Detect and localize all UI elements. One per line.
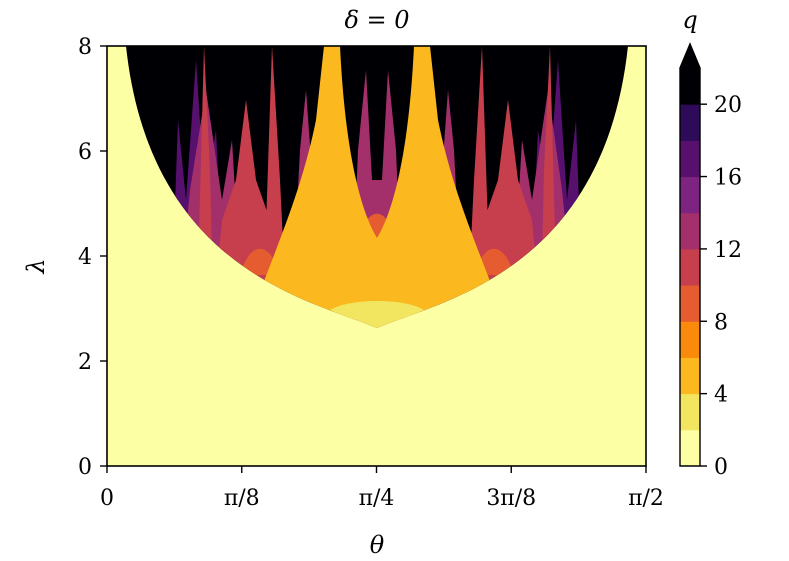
colorbar-tick-label: 20 [714, 93, 742, 118]
y-tick-label: 6 [78, 140, 92, 165]
chart-title: δ = 0 [344, 6, 409, 34]
y-tick-label: 4 [78, 245, 92, 270]
x-tick-label: 0 [100, 486, 114, 511]
colorbar-tick-label: 12 [714, 238, 742, 263]
colorbar-segment [680, 357, 700, 395]
colorbar-label: q [682, 6, 697, 34]
y-axis: 0 2 4 6 8 [78, 35, 107, 480]
colorbar-outline [679, 42, 701, 467]
colorbar-tick-label: 16 [714, 166, 742, 191]
x-axis: 0 π/8 π/4 3π/8 π/2 [100, 466, 664, 511]
x-axis-label: θ [370, 531, 385, 559]
region-q4 [240, 46, 514, 328]
colorbar-tick-label: 0 [714, 455, 728, 480]
x-tick-label: π/2 [628, 486, 664, 511]
colorbar-segment [680, 393, 700, 431]
x-tick-label: 3π/8 [486, 486, 536, 511]
colorbar-segment [680, 248, 700, 286]
y-tick-label: 0 [78, 455, 92, 480]
colorbar-segment [680, 68, 700, 105]
plot-area [107, 46, 646, 466]
colorbar-extend-arrow [679, 42, 701, 69]
colorbar-segment [680, 285, 700, 322]
x-tick-label: π/8 [224, 486, 260, 511]
region-q2 [330, 301, 424, 328]
colorbar-segment [680, 321, 700, 358]
colorbar-tick-label: 4 [714, 383, 728, 408]
colorbar-segment [680, 104, 700, 141]
y-tick-label: 8 [78, 35, 92, 60]
colorbar-segment [680, 176, 700, 214]
colorbar-segment [680, 429, 700, 467]
colorbar-segment [680, 212, 700, 250]
y-axis-label: λ [22, 258, 50, 274]
y-tick-label: 2 [78, 350, 92, 375]
colorbar-segment [680, 140, 700, 178]
x-tick-label: π/4 [359, 486, 395, 511]
colorbar-tick-label: 8 [714, 310, 728, 335]
colorbar: 0 4 8 12 16 20 [679, 42, 742, 480]
